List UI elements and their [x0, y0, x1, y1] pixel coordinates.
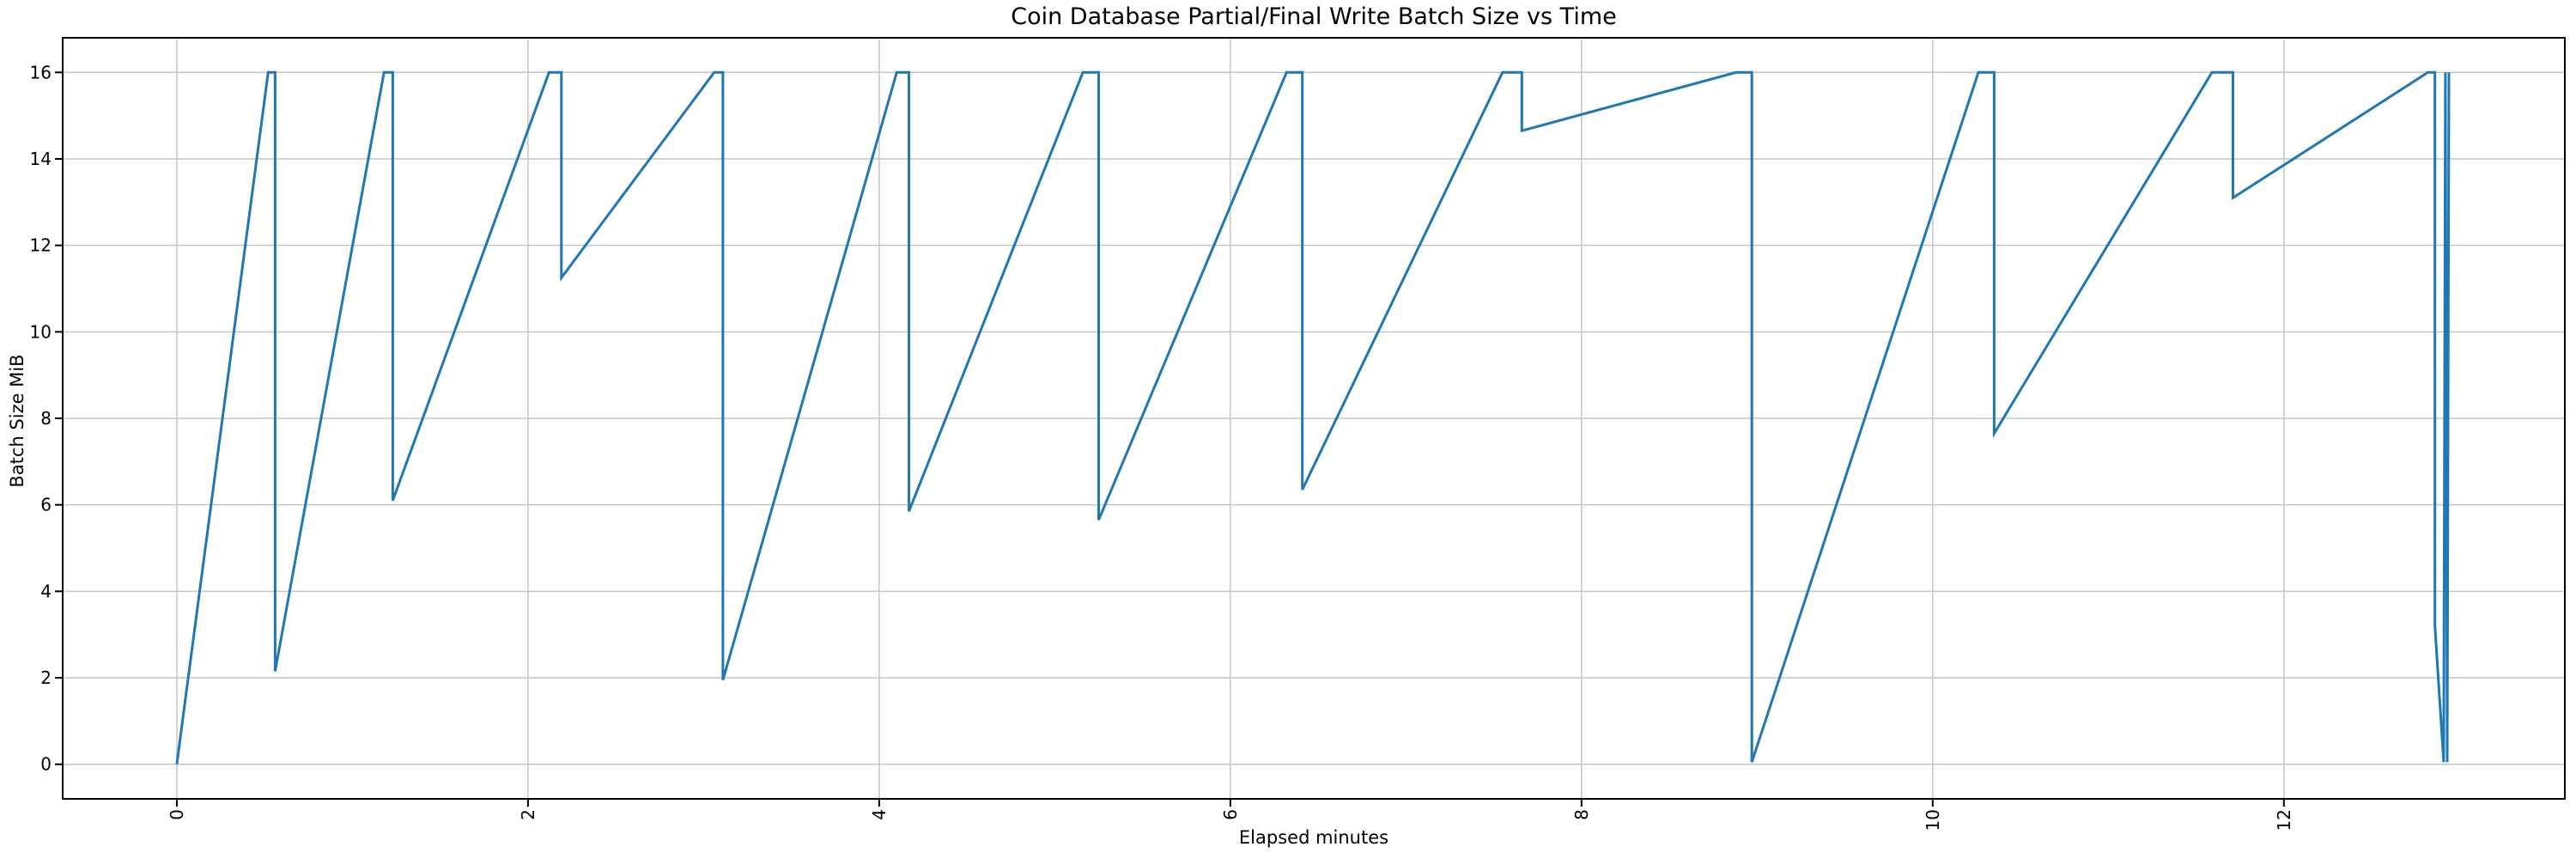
y-tick-label: 2: [40, 667, 52, 688]
y-tick-label: 4: [40, 581, 52, 601]
y-tick-label: 14: [30, 149, 52, 169]
y-axis-label: Batch Size MiB: [7, 354, 27, 488]
y-tick-label: 10: [30, 321, 52, 342]
x-tick-label: 2: [518, 809, 538, 820]
y-tick-label: 6: [40, 495, 52, 515]
y-tick-label: 8: [40, 408, 52, 429]
y-tick-label: 0: [40, 754, 52, 775]
data-series-line: [175, 70, 2451, 765]
chart-title: Coin Database Partial/Final Write Batch …: [1011, 3, 1617, 30]
y-tick-label: 16: [30, 62, 52, 82]
x-tick-label: 10: [1923, 809, 1943, 831]
x-tick-label: 12: [2274, 809, 2294, 831]
x-tick-label: 8: [1571, 809, 1592, 820]
x-tick-label: 0: [167, 809, 187, 820]
x-tick-label: 6: [1220, 809, 1241, 820]
x-axis-label: Elapsed minutes: [1238, 827, 1389, 848]
y-tick-label: 12: [30, 235, 52, 256]
x-tick-label: 4: [869, 809, 890, 820]
